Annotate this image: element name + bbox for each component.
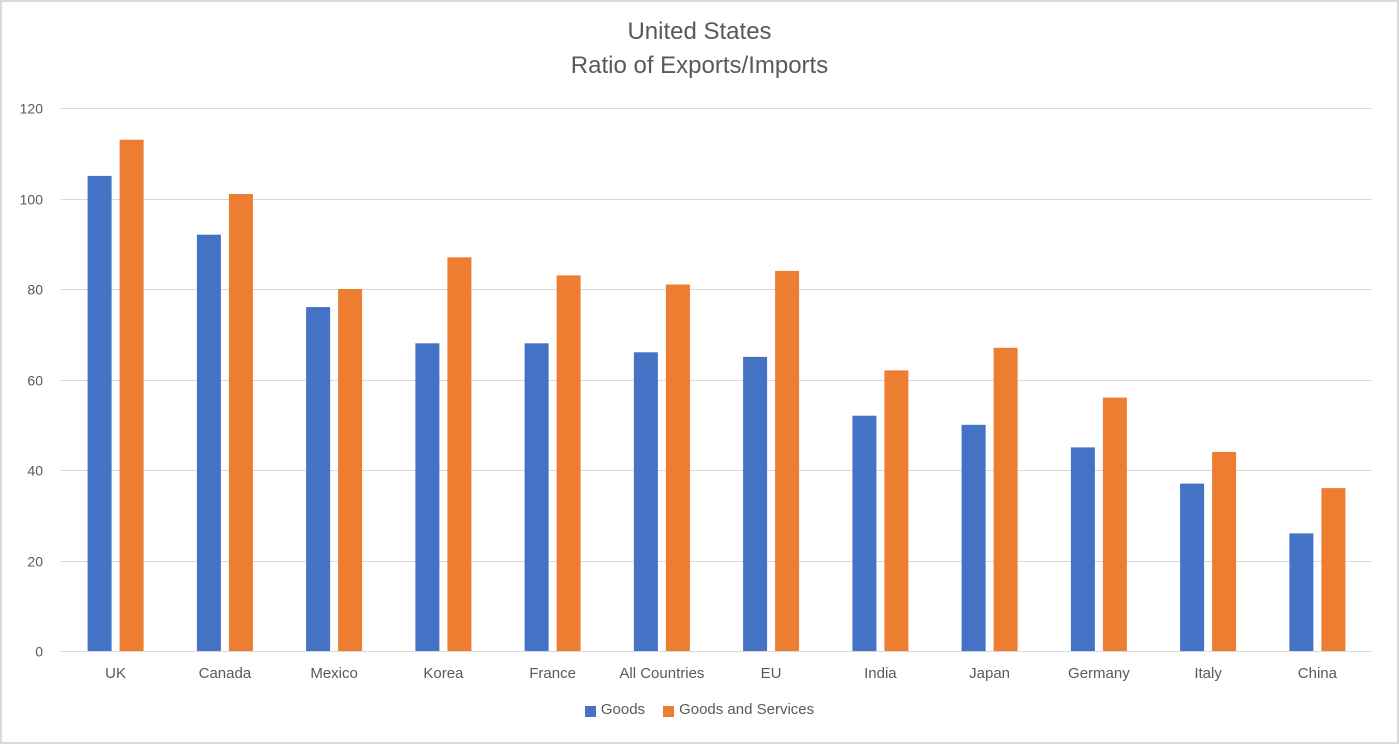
- y-tick-label: 0: [35, 644, 43, 660]
- bar-goods-france: [524, 343, 549, 651]
- y-tick-label: 40: [27, 463, 43, 479]
- gridlines: [61, 108, 1372, 652]
- bar-goods-germany: [1070, 447, 1095, 651]
- x-tick-label: India: [864, 665, 897, 682]
- bar-goods-and-services-japan: [993, 347, 1018, 651]
- x-tick-label: UK: [105, 665, 126, 682]
- bar-goods-and-services-china: [1321, 488, 1346, 651]
- bar-goods-eu: [743, 356, 768, 651]
- y-tick-label: 120: [20, 101, 44, 117]
- bar-goods-japan: [961, 424, 986, 652]
- bar-goods-india: [852, 415, 877, 651]
- x-axis-ticks: UK Canada Mexico Korea France All Countries EU…: [105, 665, 1337, 682]
- x-tick-label: Mexico: [310, 665, 358, 682]
- x-tick-label: China: [1298, 665, 1338, 682]
- bar-goods-canada: [196, 234, 221, 651]
- x-tick-label: France: [529, 665, 576, 682]
- legend-swatch-goods-and-services: [663, 706, 675, 717]
- bar-goods-china: [1289, 533, 1314, 651]
- bar-goods-and-services-mexico: [338, 289, 363, 651]
- x-tick-label: Italy: [1194, 665, 1222, 682]
- legend-item-goods: Goods: [584, 701, 646, 718]
- x-tick-label: Korea: [423, 665, 464, 682]
- legend-label-goods-and-services: Goods and Services: [679, 701, 815, 718]
- bar-goods-and-services-all-countries: [665, 284, 690, 651]
- x-tick-label: Japan: [969, 665, 1010, 682]
- x-tick-label: All Countries: [619, 665, 704, 682]
- chart-title: United States: [627, 18, 772, 45]
- bar-goods-and-services-germany: [1102, 397, 1127, 651]
- bar-goods-and-services-india: [884, 370, 909, 651]
- x-tick-label: EU: [761, 665, 782, 682]
- bar-goods-and-services-canada: [228, 194, 253, 651]
- y-tick-label: 80: [27, 282, 43, 298]
- bar-goods-korea: [415, 343, 440, 651]
- bar-goods-mexico: [306, 307, 331, 651]
- legend-label-goods: Goods: [600, 701, 646, 718]
- bars: [87, 139, 1346, 652]
- bar-goods-and-services-france: [556, 275, 581, 651]
- bar-goods-and-services-korea: [447, 257, 472, 651]
- y-tick-label: 20: [27, 554, 43, 570]
- legend-swatch-goods: [584, 706, 596, 717]
- y-tick-label: 100: [20, 192, 44, 208]
- legend-item-goods-and-services: Goods and Services: [663, 701, 814, 718]
- bar-goods-and-services-eu: [775, 270, 800, 651]
- x-tick-label: Canada: [199, 665, 252, 682]
- legend: Goods Goods and Services: [0, 701, 1399, 718]
- bar-goods-italy: [1180, 483, 1205, 651]
- bar-goods-all-countries: [633, 352, 658, 651]
- bar-goods-and-services-italy: [1212, 451, 1237, 651]
- x-tick-label: Germany: [1068, 665, 1130, 682]
- y-axis-ticks: 0 20 40 60 80 100 120: [20, 101, 44, 660]
- bar-goods-uk: [87, 175, 112, 651]
- bar-goods-and-services-uk: [119, 139, 144, 651]
- y-tick-label: 60: [27, 373, 43, 389]
- chart-subtitle: Ratio of Exports/Imports: [570, 52, 829, 79]
